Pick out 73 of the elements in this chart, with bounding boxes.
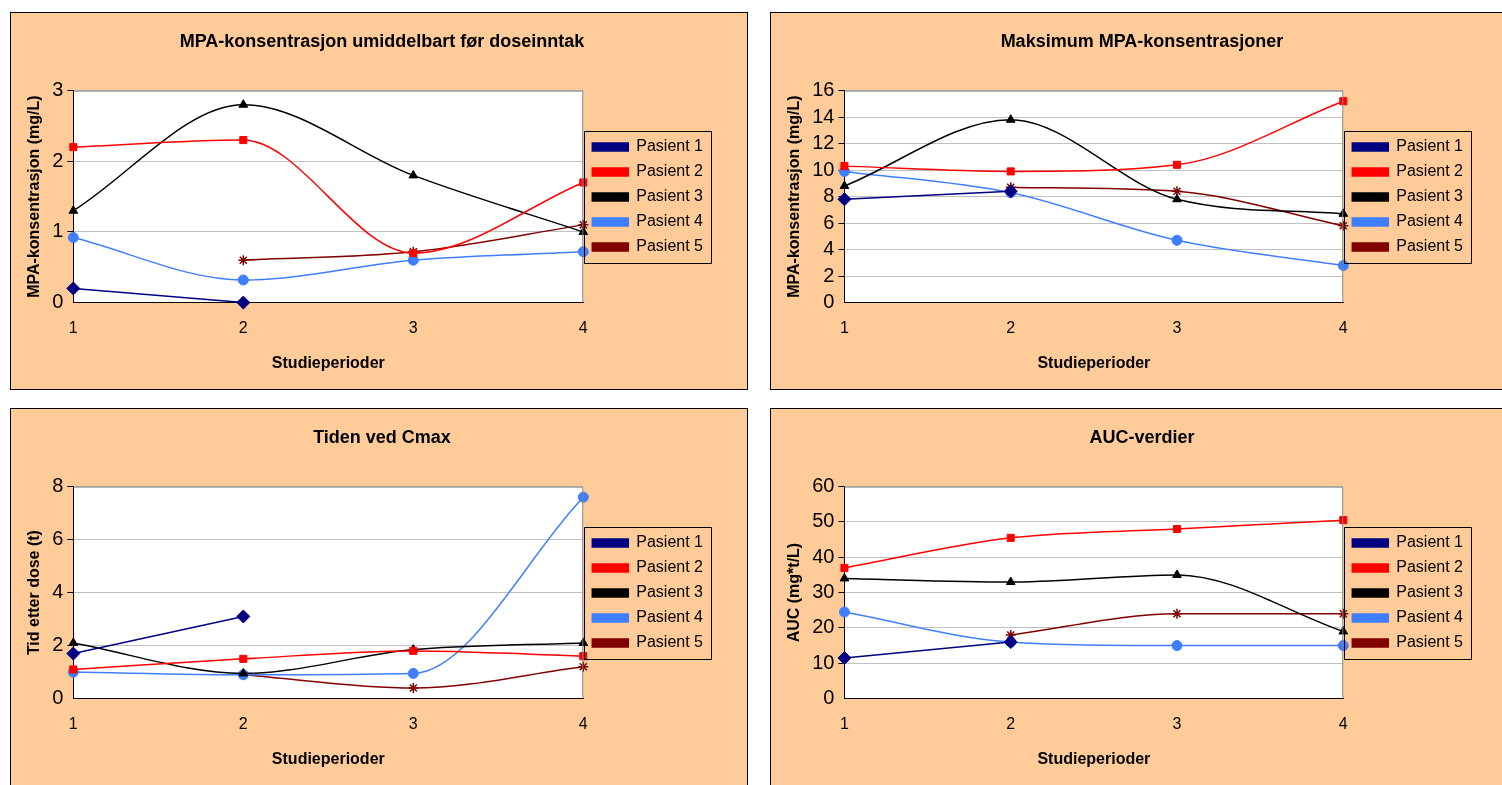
x-tick-label: 1 [68,714,78,732]
chart-title: Maksimum MPA-konsentrasjoner [1000,30,1284,51]
legend-label: Pasient 1 [636,533,704,551]
y-axis-title: Tid etter dose (t) [25,530,43,656]
legend-label: Pasient 2 [1396,558,1464,576]
y-tick-label: 30 [812,580,835,603]
legend-label: Pasient 3 [1396,583,1464,601]
y-tick-label: 0 [52,290,64,313]
x-tick-label: 2 [1006,318,1016,336]
legend-label: Pasient 4 [1396,608,1464,626]
legend-label: Pasient 3 [1396,187,1464,205]
x-axis-title: Studieperioder [1037,749,1151,767]
y-tick-label: 16 [812,78,835,101]
legend-label: Pasient 5 [1396,237,1464,255]
y-tick-label: 8 [823,184,835,207]
y-tick-label: 4 [52,580,64,603]
x-axis-title: Studieperioder [271,749,385,767]
y-tick-label: 6 [52,527,64,550]
chart-title: MPA-konsentrasjon umiddelbart før doseinntak [179,30,586,51]
x-tick-label: 2 [238,318,248,336]
x-tick-label: 4 [578,318,588,336]
y-tick-label: 60 [812,474,835,497]
x-tick-label: 1 [839,714,849,732]
legend-label: Pasient 4 [636,608,704,626]
y-tick-label: 0 [52,686,64,709]
legend-label: Pasient 3 [636,187,704,205]
legend-label: Pasient 5 [1396,633,1464,651]
legend-label: Pasient 4 [1396,212,1464,230]
x-tick-label: 1 [839,318,849,336]
x-tick-label: 3 [1172,318,1182,336]
y-tick-label: 20 [812,615,835,638]
x-tick-label: 4 [1338,714,1348,732]
y-tick-label: 8 [52,474,64,497]
y-tick-label: 4 [823,237,835,260]
legend-label: Pasient 2 [636,558,704,576]
y-tick-label: 0 [823,290,835,313]
x-axis-title: Studieperioder [1037,353,1151,371]
legend-label: Pasient 1 [636,137,704,155]
y-tick-label: 14 [812,104,835,127]
legend-label: Pasient 1 [1396,533,1464,551]
y-axis-title: MPA-konsentrasjon (mg/L) [785,95,803,298]
x-tick-label: 2 [238,714,248,732]
y-tick-label: 6 [823,210,835,233]
y-tick-label: 2 [823,263,835,286]
x-tick-label: 2 [1006,714,1016,732]
y-tick-label: 12 [812,131,835,154]
legend-label: Pasient 2 [1396,162,1464,180]
y-tick-label: 3 [52,78,64,101]
chart-title: Tiden ved Cmax [313,426,451,447]
legend-label: Pasient 4 [636,212,704,230]
y-tick-label: 1 [52,219,64,242]
x-tick-label: 4 [1338,318,1348,336]
y-tick-label: 40 [812,544,835,567]
y-tick-label: 2 [52,148,64,171]
x-tick-label: 1 [68,318,78,336]
legend-label: Pasient 1 [1396,137,1464,155]
y-tick-label: 10 [812,650,835,673]
legend-label: Pasient 3 [636,583,704,601]
x-tick-label: 3 [408,318,418,336]
x-axis-title: Studieperioder [271,353,385,371]
y-tick-label: 2 [52,633,64,656]
y-tick-label: 0 [823,686,835,709]
y-axis-title: MPA-konsentrasjon (mg/L) [25,95,43,298]
y-tick-label: 10 [812,157,835,180]
legend-label: Pasient 2 [636,162,704,180]
x-tick-label: 3 [1172,714,1182,732]
y-tick-label: 50 [812,509,835,532]
legend-label: Pasient 5 [636,237,704,255]
x-tick-label: 4 [578,714,588,732]
x-tick-label: 3 [408,714,418,732]
chart-title: AUC-verdier [1089,426,1195,447]
legend-label: Pasient 5 [636,633,704,651]
y-axis-title: AUC (mg*t/L) [785,542,803,643]
